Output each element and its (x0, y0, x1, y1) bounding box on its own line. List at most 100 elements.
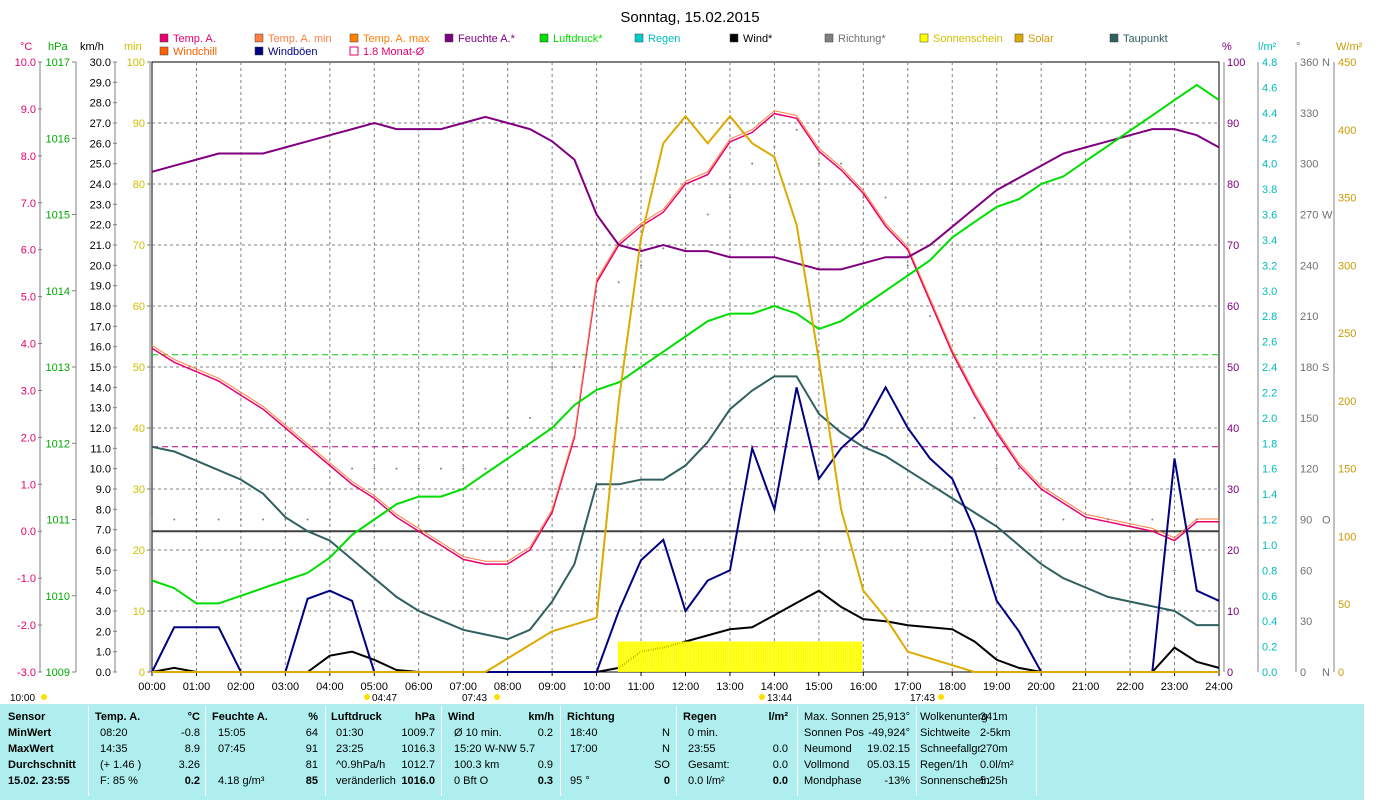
axis-tick-label-temp: 8.0 (21, 151, 36, 163)
direction-dot (951, 366, 954, 368)
direction-dot (706, 213, 709, 216)
stats-temp-time: 08:20 (100, 727, 128, 739)
axis-tick-label-direction: 30 (1300, 616, 1312, 628)
axis-tick-label-temp: 5.0 (21, 292, 36, 304)
x-tick-label: 11:00 (628, 681, 655, 693)
axis-tick-label-solar: 100 (1338, 531, 1356, 543)
stats-pressure-value: 1016.3 (401, 743, 435, 755)
x-tick-label: 21:00 (1072, 681, 1100, 693)
axis-tick-label-rain: 4.8 (1262, 57, 1277, 69)
astro-key: Neumond (804, 743, 852, 755)
direction-dot (1017, 467, 1020, 470)
axis-tick-label-wind: 14.0 (90, 382, 111, 394)
axis-unit-pressure: hPa (48, 41, 68, 53)
axis-tick-label-wind: 27.0 (90, 118, 111, 130)
x-tick-label: 24:00 (1205, 681, 1233, 693)
stats-wind-value: 0.9 (537, 759, 553, 771)
x-tick-label: 04:00 (316, 681, 344, 693)
legend-swatch (1109, 33, 1119, 43)
direction-dot (195, 518, 198, 521)
x-tick-label: 08:00 (494, 681, 522, 693)
axis-tick-label-wind: 7.0 (96, 525, 111, 537)
x-tick-label: 14:00 (761, 681, 789, 693)
axis-tick-label-wind: 26.0 (90, 138, 111, 150)
stats-humidity-value: 64 (305, 727, 318, 739)
axis-tick-label-humidity: 60 (1227, 301, 1239, 313)
panel-divider (1036, 706, 1037, 796)
axis-tick-label-wind: 6.0 (96, 545, 111, 557)
stats-direction-value: N (662, 743, 670, 755)
stats-wind-label: 15:20 W-NW 5.7 (454, 743, 536, 755)
sun-marker (41, 694, 47, 700)
axis-tick-label-sun: 30 (133, 484, 145, 496)
legend-item-label: Temp. A. (173, 33, 216, 45)
axis-tick-label-temp: 4.0 (21, 339, 36, 351)
sun-marker (494, 694, 500, 700)
direction-dot (1062, 518, 1065, 521)
weather-value: 2-5km (980, 727, 1011, 739)
axis-tick-label-wind: 2.0 (96, 626, 111, 638)
axis-tick-label-solar: 450 (1338, 57, 1356, 69)
stats-humidity-time: 15:05 (218, 727, 246, 739)
weather-key: Schneefallgr (920, 743, 982, 755)
axis-tick-label-direction: 330 (1300, 108, 1318, 120)
astro-value: 25,913° (871, 711, 910, 723)
axis-tick-label-wind: 17.0 (90, 321, 111, 333)
x-tick-label: 12:00 (672, 681, 700, 693)
time-marker-label: 07:43 (462, 693, 487, 704)
legend-item-label: Sonnenschein (933, 33, 1003, 45)
legend-swatch (444, 33, 454, 43)
axis-tick-label-temp: 10.0 (15, 57, 36, 69)
axis-tick-label-pressure: 1015 (46, 210, 70, 222)
direction-dot (840, 162, 843, 165)
stats-header-wind-unit: km/h (528, 711, 554, 723)
direction-dot (151, 518, 153, 521)
stats-rain-value: 0.0 (772, 759, 788, 771)
x-tick-label: 18:00 (938, 681, 966, 693)
axis-tick-label-rain: 4.0 (1262, 159, 1277, 171)
axis-tick-label-humidity: 30 (1227, 484, 1239, 496)
direction-dot (595, 315, 598, 318)
x-tick-label: 01:00 (183, 681, 211, 693)
axis-tick-label-rain: 3.0 (1262, 286, 1277, 298)
series-line (151, 112, 1219, 565)
axis-tick-label-direction: 360 (1300, 57, 1318, 69)
legend-item-label: Temp. A. max (363, 33, 430, 45)
axis-tick-label-wind: 22.0 (90, 220, 111, 232)
axis-tick-label-sun: 10 (133, 606, 145, 618)
direction-dot (506, 416, 509, 419)
direction-dot (1040, 518, 1043, 521)
axis-tick-label-wind: 10.0 (90, 464, 111, 476)
axis-tick-label-direction: 0 (1300, 667, 1306, 679)
direction-dot (1151, 518, 1154, 521)
compass-label: S (1322, 362, 1329, 374)
axis-tick-label-sun: 40 (133, 423, 145, 435)
x-tick-label: 13:00 (716, 681, 744, 693)
x-tick-label: 05:00 (361, 681, 389, 693)
direction-dot (995, 467, 998, 470)
stats-header-humidity: Feuchte A. (212, 711, 268, 723)
stats-temp-time: (+ 1.46 ) (100, 759, 142, 771)
legend-item-label: Richtung* (838, 33, 886, 45)
stats-wind-label: 100.3 km (454, 759, 500, 771)
axis-tick-label-pressure: 1014 (46, 286, 70, 298)
x-tick-label: 17:00 (894, 681, 922, 693)
axis-tick-label-humidity: 50 (1227, 362, 1239, 374)
direction-dot (751, 162, 754, 165)
direction-dot (1084, 518, 1087, 521)
direction-dot (262, 518, 265, 521)
axis-tick-label-rain: 1.4 (1262, 489, 1277, 501)
stats-rain-label: 0.0 l/m² (688, 775, 725, 787)
legend-swatch (254, 46, 264, 56)
axis-tick-label-rain: 1.2 (1262, 515, 1277, 527)
series-line (151, 83, 1220, 605)
series-line (151, 115, 1220, 271)
axis-tick-label-sun: 60 (133, 301, 145, 313)
compass-label: O (1322, 515, 1331, 527)
stats-temp-value: -0.8 (181, 727, 200, 739)
axis-tick-label-sun: 80 (133, 179, 145, 191)
direction-dot (528, 416, 531, 419)
axis-unit-solar: W/m² (1336, 41, 1363, 53)
legend-swatch (919, 33, 929, 43)
legend-item-label: Solar (1028, 33, 1054, 45)
